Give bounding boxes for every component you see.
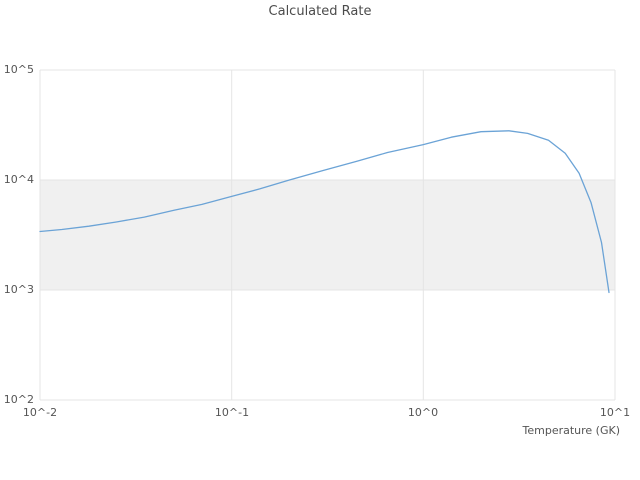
x-tick-label: 10^0 [407, 406, 439, 419]
rate-line [39, 130, 610, 294]
y-tick-label: 10^5 [3, 63, 34, 76]
y-tick-label: 10^3 [3, 283, 34, 296]
x-tick-label: 10^1 [599, 406, 631, 419]
x-axis-label: Temperature (GK) [522, 424, 621, 437]
y-tick-label: 10^2 [3, 393, 34, 406]
y-tick-label: 10^4 [3, 173, 34, 186]
chart-title: Calculated Rate [268, 4, 372, 19]
shaded-band [40, 180, 615, 290]
x-tick-label: 10^-1 [214, 406, 250, 419]
x-tick-label: 10^-2 [22, 406, 58, 419]
